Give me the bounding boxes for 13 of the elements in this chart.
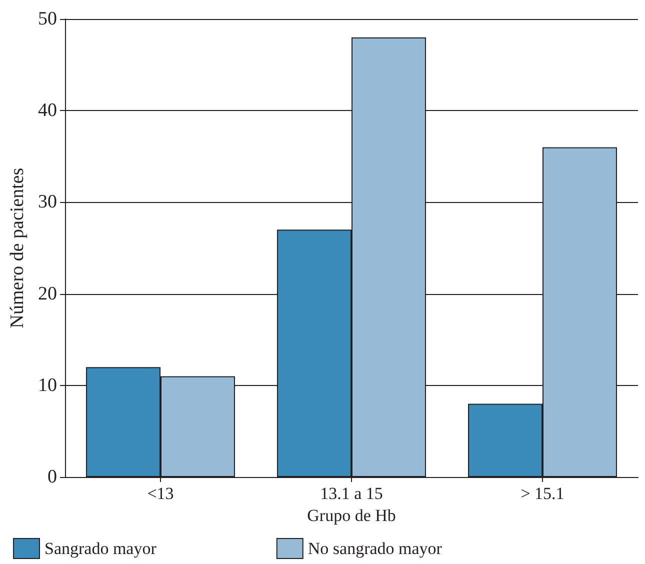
y-tick-label: 10 [38,374,57,396]
x-axis-title: Grupo de Hb [307,506,396,525]
x-tick-label: > 15.1 [520,484,564,503]
y-tick-label: 40 [38,100,57,122]
y-axis-title: Número de pacientes [7,168,28,328]
y-tick-label: 30 [38,192,57,213]
y-tick-label: 50 [38,8,57,30]
y-tick-label: 0 [48,466,57,488]
y-tick-label: 20 [38,283,57,304]
x-tick-label: 13.1 a 15 [320,484,383,503]
legend-label: Sangrado mayor [44,539,157,558]
x-tick-label: <13 [147,484,174,503]
legend-label: No sangrado mayor [308,539,442,558]
